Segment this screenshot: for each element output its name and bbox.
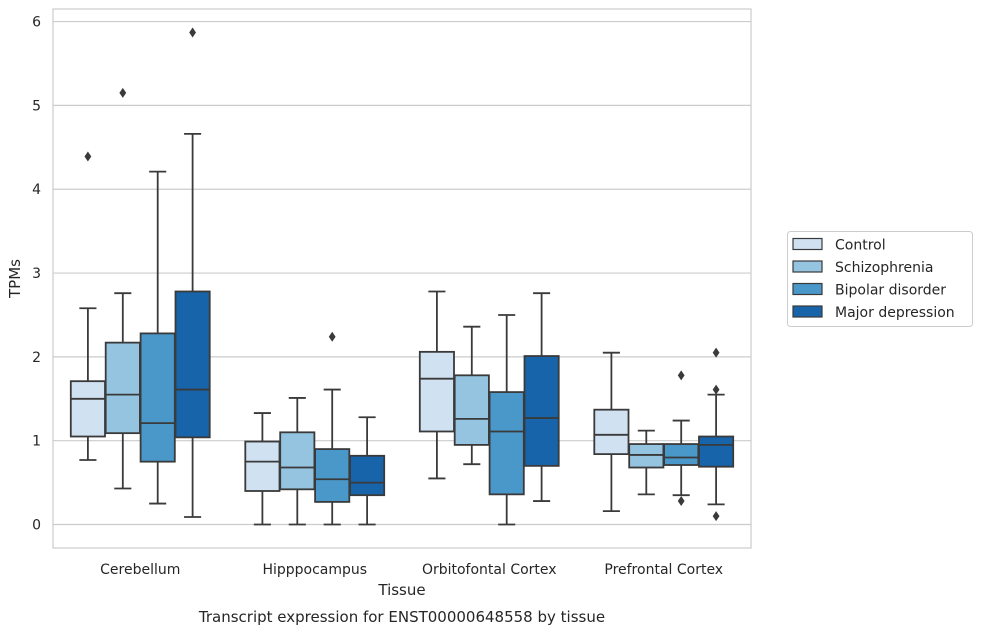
box-element (453, 325, 490, 466)
box-iqr (418, 350, 455, 433)
legend-swatch (792, 237, 823, 251)
box-iqr (104, 341, 141, 435)
box-element (244, 412, 281, 526)
legend-frame (787, 231, 973, 327)
outlier-point (712, 511, 720, 522)
y-tick-label: 1 (32, 434, 41, 450)
x-tick-label: Hipppocampus (262, 562, 367, 578)
box-iqr (279, 431, 316, 491)
y-tick-label: 3 (32, 266, 41, 282)
box-element (663, 370, 700, 507)
x-tick-labels: Cerebellum Hipppocampus Orbitofontal Corte… (100, 562, 723, 578)
box-element (174, 27, 211, 518)
legend-swatch (792, 260, 823, 273)
box-iqr (453, 374, 490, 446)
box-element (698, 347, 735, 522)
box-element (279, 397, 316, 526)
x-tick-label: Prefrontal Cortex (604, 562, 723, 578)
outlier-point (84, 151, 92, 162)
box-element (488, 314, 525, 526)
box-element (593, 351, 630, 513)
legend: Control Schizophrenia Bipolar disorder Majo… (787, 231, 973, 327)
outlier-point (677, 496, 685, 507)
box-iqr (174, 290, 211, 439)
y-tick-label: 5 (32, 98, 41, 114)
box-element (523, 292, 560, 502)
y-tick-label: 2 (32, 350, 41, 366)
box-element (349, 416, 386, 526)
outlier-point (189, 27, 196, 38)
x-tick-label: Cerebellum (100, 562, 180, 578)
legend-label: Schizophrenia (835, 260, 933, 276)
box-element (628, 429, 665, 496)
y-tick-labels: 0 1 2 3 4 5 6 (32, 15, 41, 534)
outlier-point (328, 331, 336, 342)
legend-label: Bipolar disorder (835, 283, 946, 299)
box-iqr (139, 332, 176, 463)
box-iqr (244, 440, 281, 492)
box-element (314, 331, 351, 526)
y-tick-label: 6 (32, 15, 41, 31)
box-iqr (488, 391, 525, 496)
box-iqr (593, 408, 630, 456)
outlier-point (712, 384, 720, 395)
box-element (104, 87, 141, 490)
y-tick-label: 4 (32, 182, 41, 198)
box-iqr (663, 443, 700, 466)
box-element (69, 151, 106, 461)
outlier-point (119, 87, 127, 98)
chart-caption: Transcript expression for ENST0000064855… (198, 608, 605, 626)
x-tick-label: Orbitofontal Cortex (422, 562, 557, 578)
y-axis-label: TPMs (6, 259, 24, 299)
box-iqr (698, 435, 735, 468)
box-iqr (523, 355, 560, 467)
legend-label: Major depression (835, 305, 955, 321)
box-iqr (314, 448, 351, 503)
box-iqr (69, 380, 106, 438)
legend-label: Control (835, 238, 886, 254)
box-iqr (349, 454, 386, 497)
box-layer (69, 27, 735, 526)
outlier-point (677, 370, 685, 381)
box-element (139, 170, 176, 505)
plot-area-frame (52, 8, 752, 549)
y-tick-label: 0 (32, 518, 41, 534)
box-element (418, 290, 455, 480)
x-axis-label: Tissue (377, 581, 425, 599)
legend-swatch (792, 305, 823, 318)
legend-swatch (792, 282, 823, 296)
outlier-point (712, 347, 720, 358)
